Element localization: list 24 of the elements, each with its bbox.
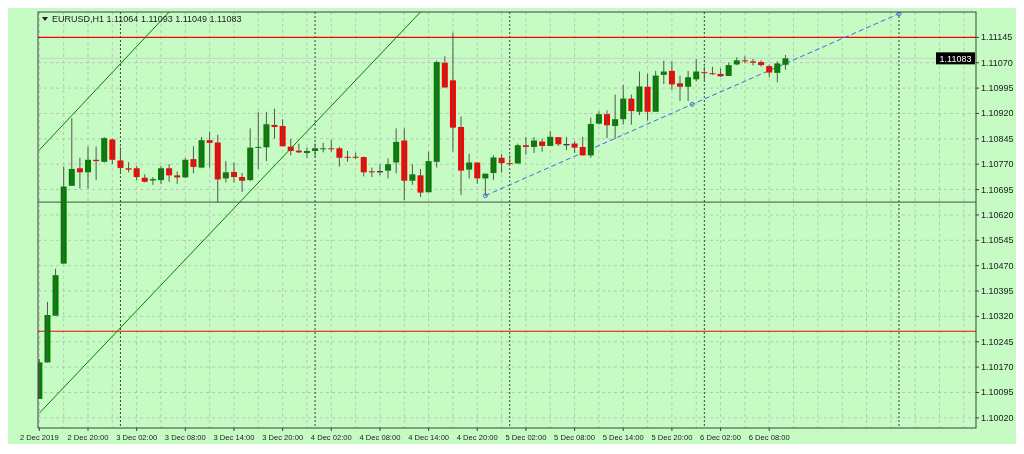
y-tick-label: 1.10995 xyxy=(981,83,1014,94)
candlestick xyxy=(125,161,132,173)
y-tick-label: 1.10545 xyxy=(981,235,1014,246)
ref-line-label: 1.11083 xyxy=(939,53,972,64)
y-tick-label: 1.10020 xyxy=(981,412,1014,423)
y-tick-label: 1.11145 xyxy=(981,32,1013,43)
y-tick-label: 1.10620 xyxy=(981,209,1014,220)
candlestick xyxy=(409,163,416,186)
candlestick xyxy=(749,58,756,66)
y-tick-label: 1.10470 xyxy=(981,260,1014,271)
y-tick-label: 1.11070 xyxy=(981,57,1013,68)
y-tick-label: 1.10395 xyxy=(981,286,1014,297)
y-tick-label: 1.10245 xyxy=(981,336,1014,347)
candlestick xyxy=(206,131,213,169)
y-tick-label: 1.10770 xyxy=(981,159,1014,170)
y-tick-label: 1.10095 xyxy=(981,387,1014,398)
y-tick-label: 1.10320 xyxy=(981,311,1014,322)
y-tick-label: 1.10920 xyxy=(981,108,1014,119)
y-tick-label: 1.10695 xyxy=(981,184,1014,195)
candlestick xyxy=(766,63,773,78)
y-tick-label: 1.10845 xyxy=(981,133,1014,144)
y-tick-label: 1.10170 xyxy=(981,362,1014,373)
candlestick xyxy=(782,54,789,71)
chart-title: EURUSD,H1 1.11064 1.11093 1.11049 1.11083 xyxy=(52,14,242,24)
